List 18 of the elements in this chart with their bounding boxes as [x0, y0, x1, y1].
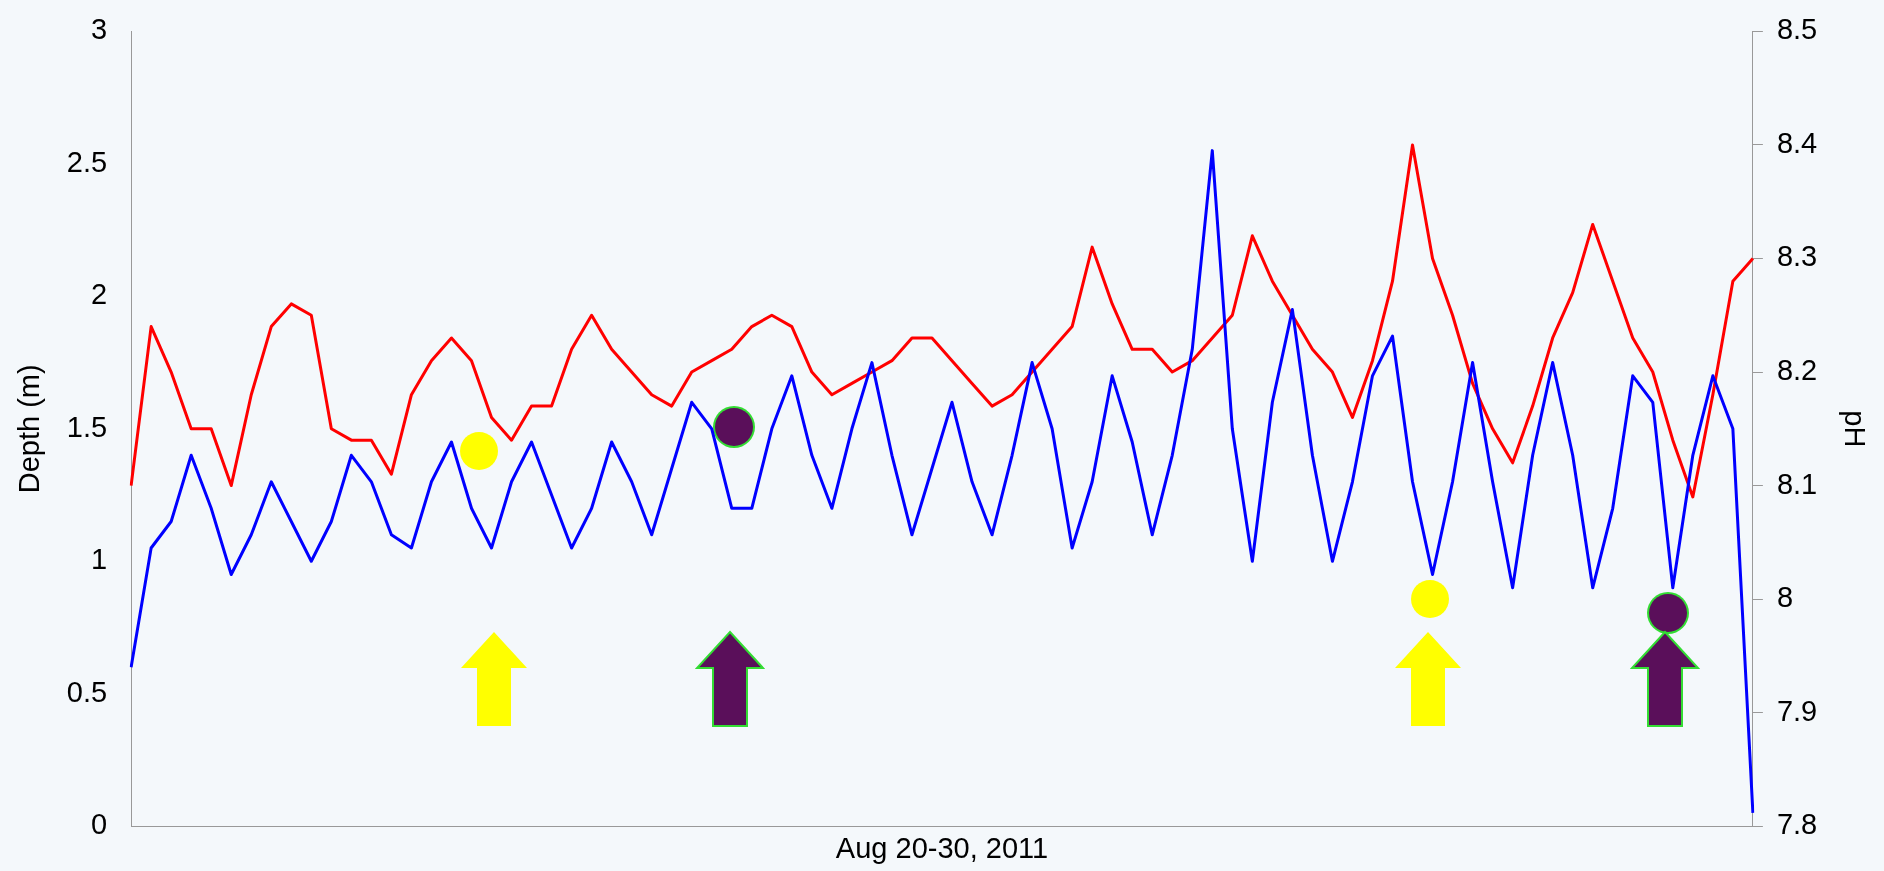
y2-tick-label: 8.2 — [1776, 354, 1818, 387]
y-tick-label: 1.5 — [66, 410, 108, 443]
y2-tick-label: 8.1 — [1776, 467, 1818, 500]
y2-tick-label: 8.5 — [1776, 13, 1818, 46]
y-tick-label: 3 — [90, 13, 108, 46]
y2-tick-label: 7.9 — [1776, 694, 1818, 727]
y2-tick-label: 8.3 — [1776, 240, 1818, 273]
y2-tick-label: 8.4 — [1776, 126, 1818, 159]
y-tick-label: 0.5 — [66, 675, 108, 708]
y-axis-title: Depth (m) — [13, 364, 46, 494]
y-tick-label: 2.5 — [66, 145, 108, 178]
y2-tick-label: 8 — [1776, 581, 1794, 614]
y-tick-label: 0 — [90, 808, 108, 841]
y2-tick-label: 7.8 — [1776, 808, 1818, 841]
y2-axis-title: pH — [1838, 410, 1871, 448]
y-tick-label: 2 — [90, 278, 108, 311]
y-tick-label: 1 — [90, 543, 108, 576]
x-axis-title: Aug 20-30, 2011 — [835, 831, 1049, 864]
